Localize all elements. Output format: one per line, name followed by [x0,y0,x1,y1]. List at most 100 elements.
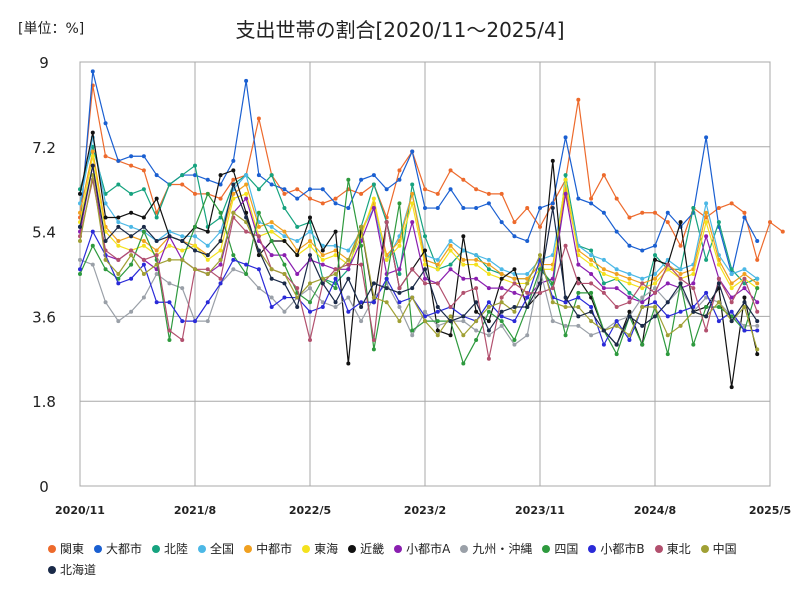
data-point [601,210,606,215]
data-point [371,347,376,352]
data-point [423,314,427,319]
data-point [103,257,108,262]
data-point [640,323,645,328]
data-point [729,295,734,300]
series-line [79,179,758,359]
data-point [614,286,619,291]
data-point [244,229,249,234]
data-point [282,281,287,286]
data-point [691,272,696,276]
data-point [589,333,594,338]
data-point [116,224,121,229]
data-point [90,154,95,159]
data-point [129,309,134,314]
data-point [410,333,415,338]
data-point [461,234,466,239]
data-point [538,206,542,211]
data-point [90,149,95,154]
data-point [525,272,530,276]
data-point [627,309,632,314]
data-point [129,191,134,196]
data-point [499,191,504,196]
data-point [704,314,709,319]
data-point [742,304,747,309]
data-point [282,262,287,267]
data-point [180,257,185,262]
data-point [704,257,709,262]
data-point [563,243,568,248]
data-point [397,286,402,291]
data-point [601,257,606,262]
data-point [474,300,479,305]
data-point [423,248,427,253]
data-point [320,262,325,267]
data-point [499,309,504,314]
legend-label: 九州・沖縄 [472,542,533,556]
data-point [333,248,338,253]
data-point [474,262,479,267]
data-point [397,243,402,248]
data-point [729,201,734,206]
data-point [576,97,581,102]
data-point [755,323,760,328]
data-point [474,257,479,262]
data-point [627,281,632,286]
data-point [435,319,440,324]
series-line [79,259,758,346]
data-point [180,234,185,239]
data-point [461,333,466,338]
data-point [346,309,351,314]
data-point [742,328,747,333]
data-point [180,286,185,291]
data-point [90,144,95,149]
data-point [755,319,760,324]
data-point [601,281,606,286]
series-line [79,165,758,346]
legend-marker [48,544,56,553]
data-point [550,276,555,281]
data-point [461,248,466,253]
data-point [589,201,594,206]
data-point [486,300,491,305]
legend-marker [244,544,253,553]
data-point [474,286,479,291]
data-point [627,276,632,281]
data-point [244,262,249,267]
data-point [448,304,453,309]
data-point [525,239,530,244]
data-point [410,201,415,206]
data-point [154,262,159,267]
data-point [167,328,172,333]
data-point [716,206,721,211]
data-point [665,333,670,338]
data-point [601,286,606,291]
data-point [563,177,568,182]
data-point [474,206,479,211]
data-point [269,304,274,309]
data-point [193,234,197,239]
data-point [320,248,325,253]
data-point [627,215,632,220]
data-point [729,309,734,314]
data-point [704,290,709,295]
data-point [550,319,555,324]
data-point [601,328,606,333]
data-point [704,234,709,239]
data-point [308,300,312,305]
data-point [678,281,683,286]
data-point [742,267,747,272]
data-point [614,196,619,201]
data-point [256,286,261,291]
data-point [653,281,657,286]
data-point [167,300,172,305]
data-point [474,309,479,314]
unit-label: [単位：%] [18,21,85,37]
data-point [653,243,657,248]
data-point [359,177,364,182]
data-point [193,224,197,229]
data-point [295,187,300,192]
data-point [346,248,351,253]
data-point [282,191,287,196]
legend-marker [302,544,311,553]
data-point [295,224,300,229]
